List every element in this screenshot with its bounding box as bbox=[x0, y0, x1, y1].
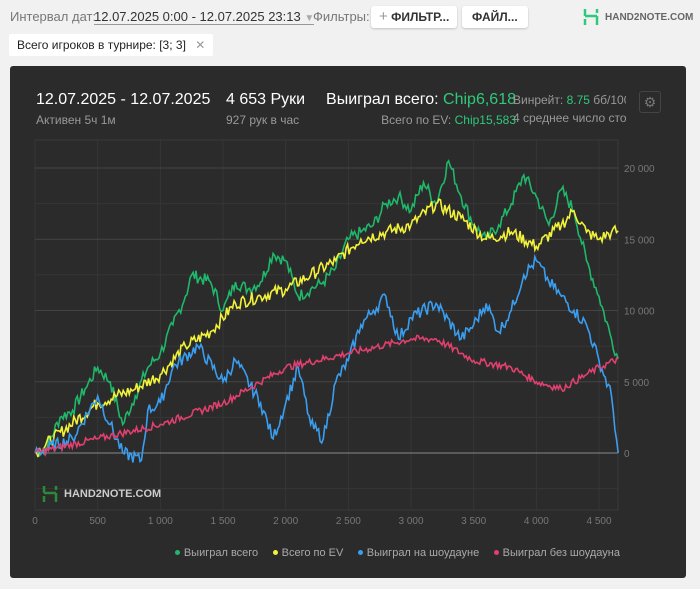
x-tick-label: 2 500 bbox=[336, 516, 361, 527]
series-line-2 bbox=[34, 253, 619, 464]
chevron-down-icon: ▼ bbox=[304, 13, 315, 24]
settings-gear-icon[interactable]: ⚙ bbox=[639, 91, 661, 113]
avg-tables: 4 среднее число сто... bbox=[513, 111, 626, 125]
hand2note-logo: HAND2NOTE.COM bbox=[583, 7, 693, 27]
legend: Выиграл всего Всего по EV Выиграл на шоу… bbox=[165, 542, 620, 560]
filter-chip-label: Всего игроков в турнире: [3; 3] bbox=[17, 38, 186, 52]
filter-chip: Всего игроков в турнире: [3; 3] ✕ bbox=[9, 34, 214, 56]
x-tick-label: 3 000 bbox=[398, 516, 423, 527]
ev-total: Всего по EV: Chip15,583 bbox=[381, 113, 516, 127]
y-tick-label: 0 bbox=[624, 449, 630, 460]
x-tick-label: 0 bbox=[32, 516, 38, 527]
winrate: Винрейт: 8.75 бб/100 bbox=[513, 93, 626, 107]
plot-area bbox=[34, 139, 619, 511]
logo-text: HAND2NOTE.COM bbox=[605, 11, 694, 23]
date-range: 12.07.2025 - 12.07.2025 bbox=[36, 91, 211, 108]
watermark: HAND2NOTE.COM bbox=[42, 484, 161, 504]
date-interval-select[interactable]: 12.07.2025 0:00 - 12.07.2025 23:13 ▼ bbox=[94, 9, 315, 25]
series-line-0 bbox=[34, 159, 619, 458]
legend-item-showdown[interactable]: Выиграл на шоудауне bbox=[357, 547, 479, 559]
legend-item-won[interactable]: Выиграл всего bbox=[174, 547, 258, 559]
x-tick-label: 500 bbox=[89, 516, 106, 527]
plus-icon: + bbox=[379, 8, 388, 25]
file-button[interactable]: ФАЙЛ... bbox=[462, 6, 528, 28]
legend-item-ev[interactable]: Всего по EV bbox=[272, 547, 343, 559]
y-tick-label: 10 000 bbox=[624, 307, 655, 318]
legend-item-non-showdown[interactable]: Выиграл без шоудауна bbox=[493, 547, 620, 559]
x-tick-label: 4 000 bbox=[524, 516, 549, 527]
hands-count: 4 653 Руки bbox=[226, 91, 306, 108]
watermark-logo-icon bbox=[42, 486, 58, 502]
won-total: Выиграл всего: Chip6,618 bbox=[326, 91, 516, 108]
hands-per-hour: 927 рук в час bbox=[226, 113, 300, 127]
y-tick-label: 15 000 bbox=[624, 235, 655, 246]
logo-icon bbox=[583, 9, 599, 25]
close-icon[interactable]: ✕ bbox=[195, 38, 206, 52]
x-tick-label: 3 500 bbox=[461, 516, 486, 527]
x-tick-label: 1 500 bbox=[210, 516, 235, 527]
watermark-text: HAND2NOTE.COM bbox=[64, 488, 162, 500]
x-tick-label: 4 500 bbox=[586, 516, 611, 527]
series-line-3 bbox=[34, 334, 619, 458]
x-tick-label: 2 000 bbox=[273, 516, 298, 527]
active-time: Активен 5ч 1м bbox=[36, 113, 116, 127]
y-tick-label: 5 000 bbox=[624, 378, 649, 389]
date-interval-value: 12.07.2025 0:00 - 12.07.2025 23:13 bbox=[94, 9, 301, 24]
filter-button-label: ФИЛЬТР... bbox=[391, 10, 450, 24]
y-tick-label: 20 000 bbox=[624, 164, 655, 175]
add-filter-button[interactable]: + ФИЛЬТР... bbox=[371, 6, 458, 28]
date-interval-label: Интервал дат: bbox=[10, 9, 97, 24]
filters-label: Фильтры: bbox=[313, 9, 370, 24]
x-tick-label: 1 000 bbox=[148, 516, 173, 527]
series-line-1 bbox=[34, 198, 619, 458]
